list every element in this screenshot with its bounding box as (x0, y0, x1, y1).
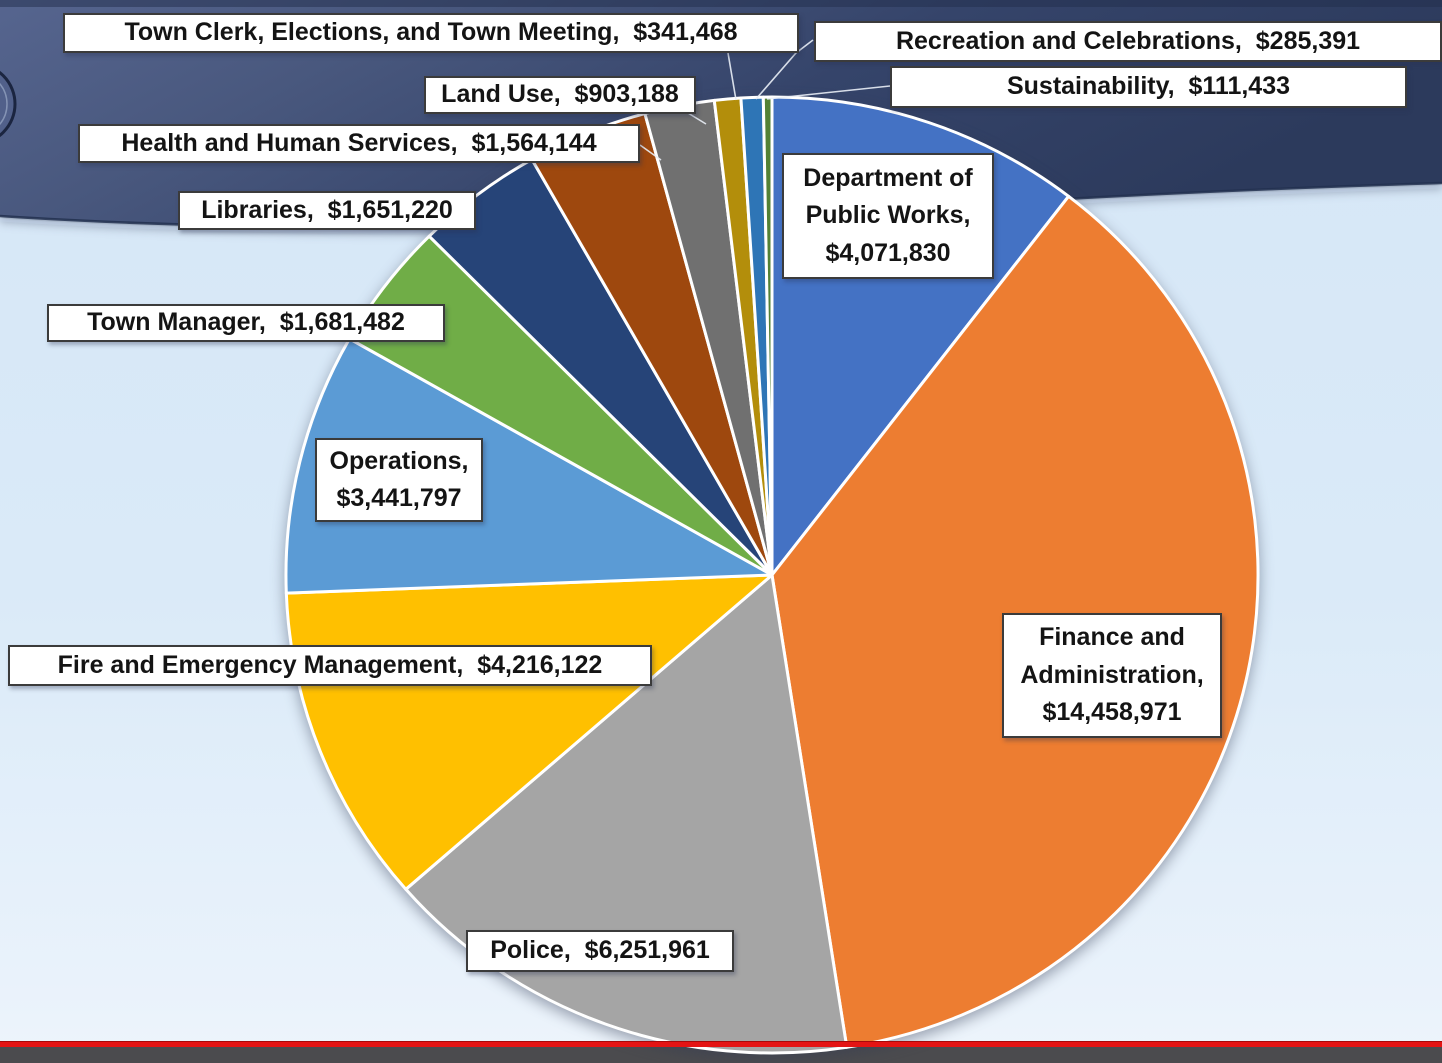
pie-slices (284, 95, 1260, 1055)
slice-callout-recreation: Recreation and Celebrations, $285,391 (814, 21, 1442, 62)
video-bottom-bar (0, 1046, 1442, 1063)
leader-lines (639, 39, 891, 161)
leader-line-town-clerk (727, 52, 737, 101)
banner-top-shade (0, 0, 1442, 7)
town-seal-inner-ring-icon (0, 82, 8, 126)
slice-callout-operations: Operations, $3,441,797 (315, 438, 483, 522)
pie-slice-operations (284, 337, 774, 595)
leader-line-recreation (755, 39, 814, 100)
slice-callout-dpw: Department of Public Works, $4,071,830 (782, 153, 994, 279)
pie-slice-sustainability (761, 95, 774, 577)
slice-callout-sustainability: Sustainability, $111,433 (890, 66, 1407, 108)
slice-callout-libraries: Libraries, $1,651,220 (178, 191, 476, 230)
slice-callout-police: Police, $6,251,961 (466, 930, 734, 972)
slice-callout-land-use: Land Use, $903,188 (424, 76, 696, 114)
slice-callout-town-clerk: Town Clerk, Elections, and Town Meeting,… (63, 13, 799, 53)
slice-callout-fire: Fire and Emergency Management, $4,216,12… (8, 645, 652, 686)
video-progress-bar[interactable] (0, 1041, 1442, 1047)
slice-callout-finance: Finance and Administration, $14,458,971 (1002, 613, 1222, 738)
leader-line-hhs (639, 144, 662, 161)
slice-callout-hhs: Health and Human Services, $1,564,144 (78, 124, 640, 163)
leader-line-land-use (687, 112, 707, 125)
leader-line-sustainability (766, 85, 891, 100)
slice-callout-town-manager: Town Manager, $1,681,482 (47, 304, 445, 342)
